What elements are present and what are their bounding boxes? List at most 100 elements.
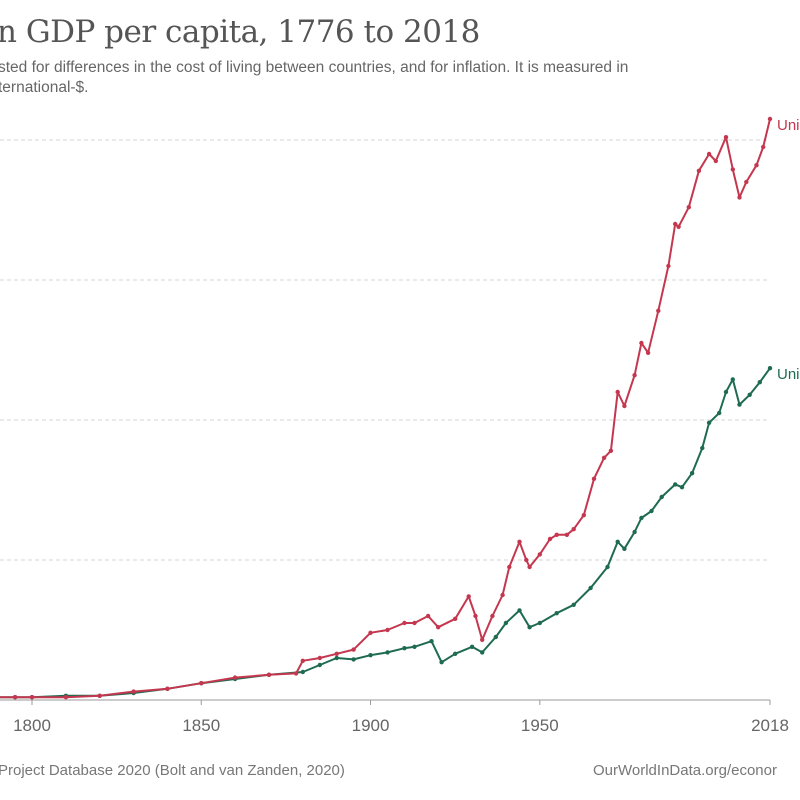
data-point — [588, 585, 593, 591]
data-point — [615, 389, 620, 395]
data-point — [524, 557, 529, 563]
data-point — [601, 455, 607, 460]
data-point — [453, 651, 458, 656]
data-point — [500, 592, 505, 598]
chart-subtitle: sted for differences in the cost of livi… — [0, 58, 800, 98]
data-point — [730, 167, 735, 172]
series-red — [0, 116, 773, 700]
data-point — [480, 650, 485, 655]
data-point — [385, 627, 390, 633]
data-point — [351, 647, 356, 652]
data-point — [676, 224, 681, 229]
data-point — [425, 613, 431, 619]
series-line — [0, 118, 771, 699]
data-point — [334, 655, 339, 661]
data-point — [608, 448, 614, 453]
data-point — [293, 671, 299, 676]
source-note: Project Database 2020 (Bolt and van Zand… — [0, 762, 345, 779]
data-point — [385, 650, 390, 655]
data-point — [639, 340, 644, 346]
data-point — [429, 639, 434, 644]
x-tick-label-2018: 2018 — [751, 716, 789, 735]
x-tick-label-1800: 1800 — [13, 716, 51, 735]
data-point — [615, 539, 620, 544]
data-point — [469, 644, 475, 649]
subtitle-line-2: ternational-$. — [0, 79, 89, 96]
data-point — [723, 135, 729, 140]
data-point — [581, 513, 586, 518]
data-point — [473, 613, 478, 619]
data-point — [706, 151, 712, 157]
data-point — [767, 366, 773, 371]
series-label-red: Uni — [777, 117, 800, 134]
series-labels: Uni Uni — [777, 117, 800, 383]
data-point — [632, 373, 637, 378]
owid-link[interactable]: OurWorldInData.org/econor — [593, 762, 777, 779]
data-point — [591, 476, 597, 481]
data-point — [605, 564, 610, 570]
data-point — [737, 195, 742, 200]
data-point — [622, 546, 627, 551]
data-point — [673, 482, 678, 487]
data-point — [493, 634, 498, 640]
data-point — [622, 403, 627, 409]
data-point — [547, 536, 553, 542]
data-point — [97, 693, 102, 698]
subtitle-line-1: sted for differences in the cost of livi… — [0, 59, 629, 76]
data-point — [761, 144, 766, 150]
data-point — [317, 655, 322, 661]
x-tick-label-1950: 1950 — [521, 716, 559, 735]
data-point — [368, 653, 373, 658]
data-point — [723, 389, 729, 395]
data-point — [453, 616, 458, 621]
data-point — [300, 658, 305, 663]
data-point — [737, 402, 742, 407]
series-line — [0, 367, 771, 699]
data-point — [439, 660, 444, 665]
data-point — [645, 350, 651, 355]
data-point — [686, 205, 691, 210]
data-point — [679, 485, 685, 490]
series-group — [0, 116, 773, 700]
data-point — [12, 695, 18, 700]
data-point — [639, 515, 644, 521]
chart-title: n GDP per capita, 1776 to 2018 — [0, 14, 480, 50]
data-point — [689, 471, 695, 476]
data-point — [507, 564, 512, 570]
data-point — [527, 625, 532, 630]
data-point — [436, 625, 441, 630]
data-point — [317, 662, 322, 668]
data-point — [351, 657, 356, 662]
x-tick-label-1900: 1900 — [352, 716, 390, 735]
data-point — [744, 179, 749, 185]
data-point — [517, 608, 522, 613]
data-point — [706, 420, 712, 425]
data-point — [199, 681, 204, 686]
data-point — [368, 630, 373, 635]
data-point — [649, 508, 654, 514]
data-point — [517, 539, 522, 544]
data-point — [713, 158, 718, 164]
data-point — [63, 695, 69, 700]
series-green — [0, 366, 773, 700]
data-point — [666, 263, 671, 269]
data-point — [165, 686, 170, 691]
data-point — [412, 620, 417, 626]
data-point — [717, 410, 722, 416]
data-point — [571, 527, 576, 532]
data-point — [412, 644, 417, 649]
data-point — [402, 620, 407, 626]
data-point — [747, 392, 752, 397]
data-point — [754, 163, 759, 168]
data-point — [554, 611, 559, 616]
data-point — [554, 532, 559, 537]
data-point — [490, 613, 495, 619]
data-point — [480, 637, 485, 642]
data-point — [757, 380, 762, 385]
x-tick-label-1850: 1850 — [182, 716, 220, 735]
data-point — [571, 602, 576, 607]
data-point — [537, 552, 542, 557]
data-point — [767, 116, 773, 122]
data-point — [29, 695, 35, 700]
